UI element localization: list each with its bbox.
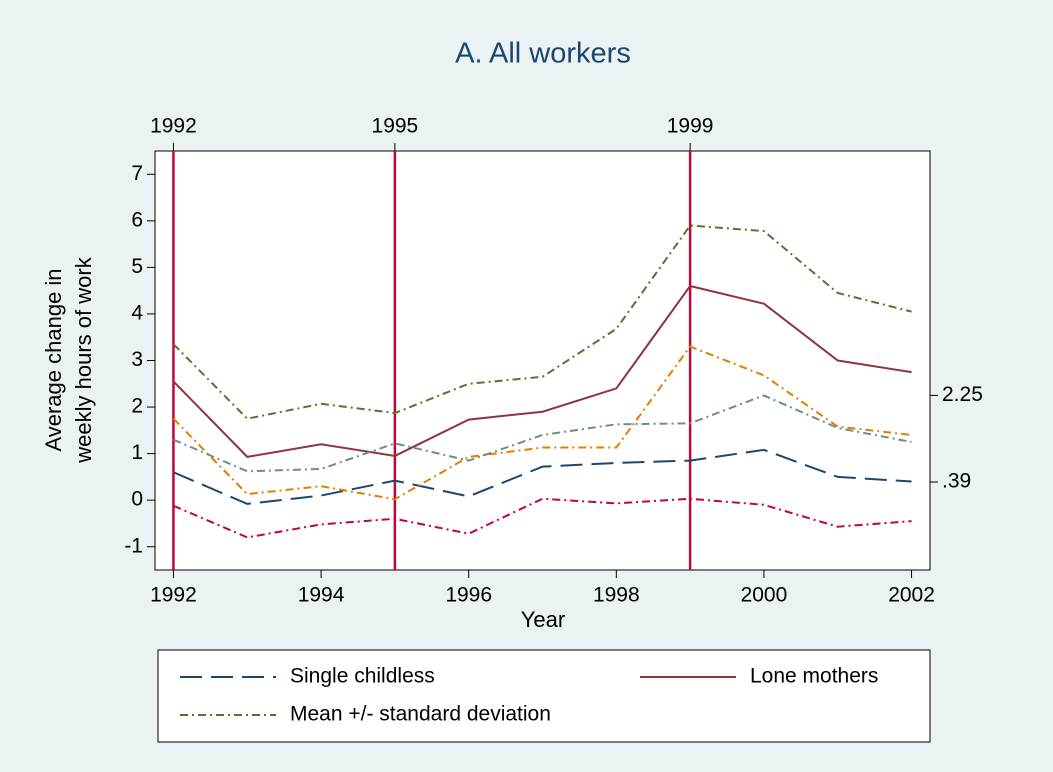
y-tick-label: 3 (131, 348, 143, 371)
y2-tick-label: .39 (942, 470, 971, 493)
x-tick-label: 2000 (741, 584, 788, 607)
series-line (173, 448, 912, 505)
series-line (172, 224, 912, 420)
x-tick-label: 2002 (888, 584, 935, 607)
series-line (173, 394, 912, 473)
y-tick-label: 4 (131, 301, 143, 324)
y-tick-label: 5 (131, 255, 143, 278)
y-axis-label: weekly hours of work (71, 256, 96, 463)
y-tick-label: 1 (131, 441, 143, 464)
x2-tick-label: 1995 (372, 115, 419, 138)
y-tick-label: 0 (131, 488, 143, 511)
x-axis-label: Year (521, 607, 565, 632)
x-tick-label: 1998 (593, 584, 640, 607)
chart-title: A. All workers (455, 38, 631, 70)
legend (157, 649, 931, 743)
x2-tick-label: 1999 (667, 115, 714, 138)
x2-tick-label: 1992 (150, 115, 197, 138)
x-tick-label: 1994 (298, 584, 345, 607)
series-line (172, 345, 912, 501)
series-line (173, 497, 912, 539)
x-tick-label: 1992 (150, 584, 197, 607)
y-tick-label: -1 (124, 534, 143, 557)
y2-tick-label: 2.25 (942, 383, 983, 406)
series-line (172, 284, 912, 458)
y-tick-label: 2 (131, 395, 143, 418)
legend-label: Single childless (290, 665, 435, 688)
legend-label: Mean +/- standard deviation (290, 703, 551, 726)
plot-area (154, 150, 931, 571)
y-tick-label: 7 (131, 162, 143, 185)
y-axis-label: Average change in (41, 268, 66, 451)
x-tick-label: 1996 (445, 584, 492, 607)
legend-label: Lone mothers (750, 665, 878, 688)
y-tick-label: 6 (131, 208, 143, 231)
